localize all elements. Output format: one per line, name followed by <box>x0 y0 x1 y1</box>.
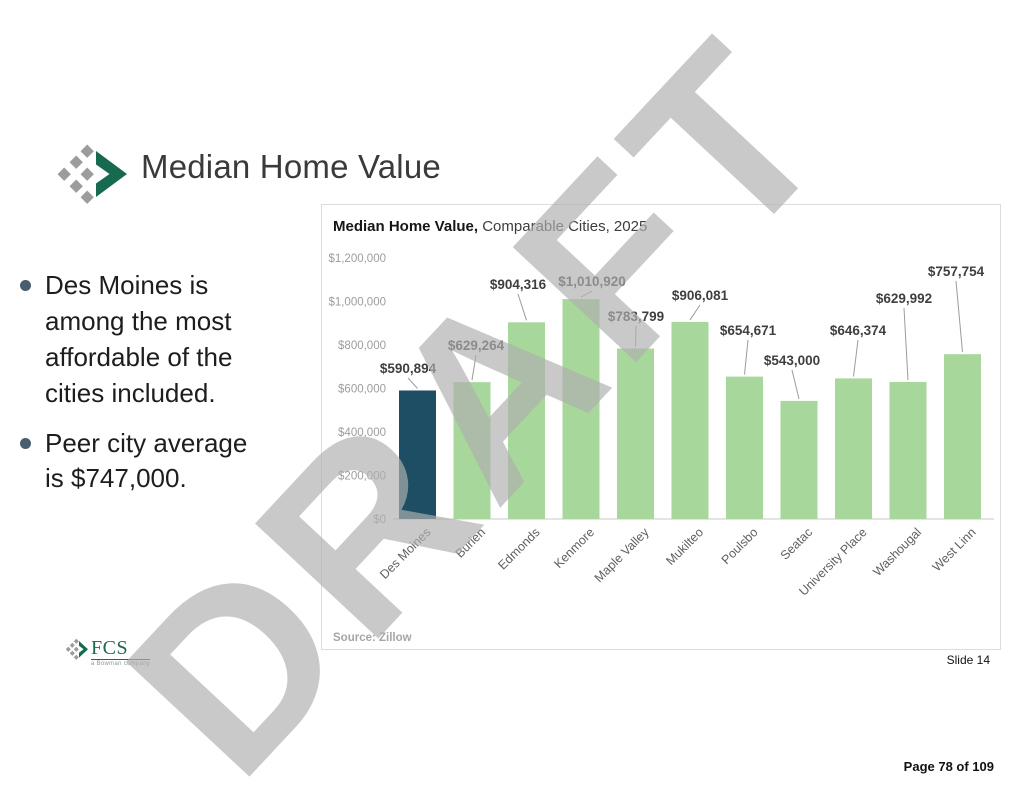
bar-edmonds <box>508 322 545 519</box>
label-backing <box>669 287 731 304</box>
bar-chart: $0 $200,000 $400,000 $600,000 $800,000 $1,000… <box>328 253 994 598</box>
bullet-text: Des Moines is among the most affordable … <box>45 270 233 408</box>
x-axis-label: Kenmore <box>551 525 597 571</box>
x-axis-label: Des Moines <box>377 525 434 582</box>
bar-west-linn <box>944 354 981 519</box>
label-backing <box>873 290 935 307</box>
leader-line <box>407 377 418 389</box>
bullet-dot-icon <box>20 280 31 291</box>
label-backing <box>925 263 987 280</box>
x-axis-label: Edmonds <box>495 525 542 572</box>
label-backing <box>717 322 779 339</box>
bar-value-label: $646,374 <box>830 323 887 338</box>
y-axis-tick-label: $1,200,000 <box>328 253 386 265</box>
bullet-item: Peer city average is $747,000. <box>18 426 286 498</box>
y-axis-tick-label: $0 <box>373 514 386 526</box>
bar-seatac <box>780 400 818 519</box>
bar-university-place <box>835 378 872 519</box>
bullet-list: Des Moines is among the most affordable … <box>18 268 286 511</box>
label-backing <box>761 352 823 369</box>
y-axis-tick-label: $400,000 <box>338 427 386 439</box>
bullet-text: Peer city average is $747,000. <box>45 427 248 494</box>
bar-burien <box>453 382 491 519</box>
chart-title-sub: Comparable Cities, 2025 <box>478 218 648 235</box>
bar-washougal <box>889 381 927 519</box>
bar-kenmore <box>562 299 600 519</box>
label-backing <box>445 337 507 354</box>
leader-line <box>517 293 527 321</box>
bar-value-label: $904,316 <box>490 277 547 292</box>
x-axis-label: Seatac <box>778 525 815 562</box>
bar-value-label: $629,264 <box>448 338 505 353</box>
bar-value-label: $783,799 <box>608 309 664 324</box>
bar-value-label: $1,010,920 <box>558 274 626 289</box>
leader-line <box>580 290 593 298</box>
label-backing <box>605 308 667 325</box>
footer-logo: FCS a Bowman company <box>66 638 151 667</box>
bullet-dot-icon <box>20 437 31 449</box>
bar-value-label: $757,754 <box>928 264 985 279</box>
bullet-item: Des Moines is among the most affordable … <box>18 268 286 412</box>
leader-line <box>903 307 909 381</box>
footer-logo-icon <box>66 638 88 660</box>
label-backing <box>827 322 889 339</box>
leader-line <box>635 325 637 347</box>
source-note: Source: Zillow <box>333 632 412 644</box>
label-backing <box>556 273 628 290</box>
slide-number: Slide 14 <box>946 653 990 667</box>
footer-logo-tagline: a Bowman company <box>91 661 151 667</box>
leader-line <box>744 339 749 375</box>
y-axis-tick-label: $1,000,000 <box>328 297 386 309</box>
x-axis-label: Poulsbo <box>719 525 761 567</box>
bar-value-label: $654,671 <box>720 323 777 338</box>
y-axis-tick-label: $200,000 <box>338 471 386 483</box>
label-backing <box>377 360 439 377</box>
bar-value-label: $590,894 <box>380 361 437 376</box>
leader-line <box>689 304 701 321</box>
leader-line <box>955 280 963 353</box>
x-axis-label: Burien <box>453 525 488 560</box>
chevron-icon <box>96 151 127 197</box>
page-number: Page 78 of 109 <box>903 759 994 774</box>
bar-value-label: $906,081 <box>672 288 729 303</box>
leader-line <box>853 339 859 377</box>
bar-maple-valley <box>617 348 654 519</box>
chart-panel: Median Home Value, Comparable Cities, 20… <box>321 204 1001 650</box>
footer-logo-text: FCS <box>91 638 151 660</box>
chart-title-bold: Median Home Value, <box>333 218 479 235</box>
x-axis-label: West Linn <box>930 525 979 574</box>
page-title: Median Home Value <box>141 148 441 185</box>
bar-poulsbo <box>726 376 763 519</box>
bar-value-label: $629,992 <box>876 291 932 306</box>
leader-line <box>791 369 800 400</box>
leader-line <box>471 354 477 381</box>
x-axis-label: Mukilteo <box>663 525 706 568</box>
label-backing <box>487 276 549 293</box>
bar-value-label: $543,000 <box>764 353 820 368</box>
chart-title: Median Home Value, Comparable Cities, 20… <box>333 218 647 235</box>
bar-mukilteo <box>671 321 709 519</box>
x-axis-label: Maple Valley <box>592 525 652 585</box>
y-axis-tick-label: $800,000 <box>338 340 386 352</box>
y-axis-tick-label: $600,000 <box>338 384 386 396</box>
x-axis-label: Washougal <box>870 525 924 579</box>
bar-des-moines <box>399 390 436 519</box>
company-logo-icon <box>57 144 127 204</box>
